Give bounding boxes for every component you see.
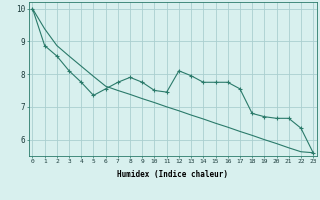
X-axis label: Humidex (Indice chaleur): Humidex (Indice chaleur)	[117, 170, 228, 179]
